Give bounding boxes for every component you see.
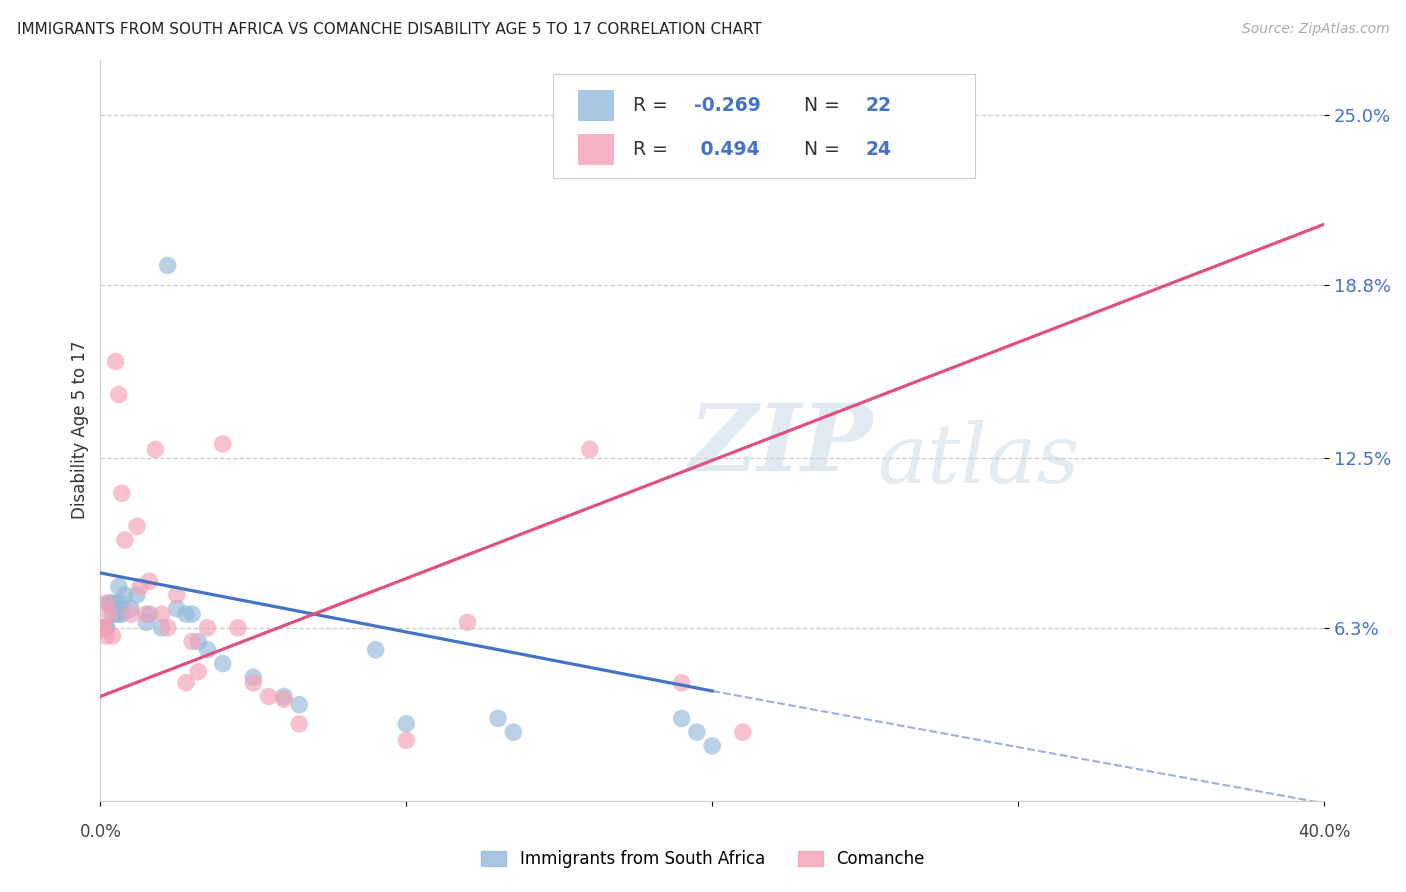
Text: atlas: atlas bbox=[877, 420, 1080, 500]
Text: R =: R = bbox=[633, 140, 673, 159]
Point bbox=[456, 615, 478, 630]
Point bbox=[145, 442, 167, 457]
Point bbox=[125, 519, 148, 533]
Point bbox=[671, 675, 693, 690]
Point bbox=[120, 601, 142, 615]
Point bbox=[273, 692, 295, 706]
Point bbox=[166, 601, 188, 615]
Text: 0.494: 0.494 bbox=[693, 140, 759, 159]
Point bbox=[288, 698, 311, 712]
Point bbox=[486, 711, 509, 725]
Bar bbox=[578, 90, 614, 121]
Point bbox=[156, 259, 179, 273]
Point bbox=[98, 596, 121, 610]
Point bbox=[273, 690, 295, 704]
Point bbox=[93, 621, 115, 635]
Point bbox=[93, 621, 115, 635]
Point bbox=[101, 596, 124, 610]
Point bbox=[364, 642, 387, 657]
Point bbox=[211, 657, 233, 671]
Point bbox=[93, 621, 115, 635]
Point bbox=[111, 486, 134, 500]
Text: N =: N = bbox=[804, 140, 846, 159]
Point bbox=[96, 621, 118, 635]
Point bbox=[257, 690, 280, 704]
Point bbox=[579, 442, 602, 457]
Point bbox=[702, 739, 724, 753]
Point bbox=[181, 607, 204, 621]
Text: R =: R = bbox=[633, 96, 673, 115]
Point bbox=[156, 621, 179, 635]
Point bbox=[120, 607, 142, 621]
Point bbox=[181, 634, 204, 648]
Text: Source: ZipAtlas.com: Source: ZipAtlas.com bbox=[1241, 22, 1389, 37]
Point bbox=[96, 621, 118, 635]
Point bbox=[107, 387, 129, 401]
Point bbox=[187, 634, 209, 648]
Point bbox=[150, 621, 173, 635]
Point bbox=[96, 629, 118, 643]
Point bbox=[395, 733, 418, 747]
Bar bbox=[578, 134, 614, 165]
Point bbox=[174, 607, 197, 621]
Point bbox=[98, 607, 121, 621]
FancyBboxPatch shape bbox=[553, 74, 976, 178]
Point bbox=[686, 725, 709, 739]
Point bbox=[174, 675, 197, 690]
Point bbox=[125, 588, 148, 602]
Point bbox=[101, 629, 124, 643]
Point bbox=[104, 607, 127, 621]
Point bbox=[129, 580, 152, 594]
Text: 0.0%: 0.0% bbox=[79, 823, 121, 841]
Point bbox=[166, 588, 188, 602]
Point bbox=[197, 642, 219, 657]
Point bbox=[731, 725, 754, 739]
Point bbox=[104, 354, 127, 368]
Point bbox=[226, 621, 249, 635]
Point bbox=[114, 588, 136, 602]
Point bbox=[197, 621, 219, 635]
Point bbox=[138, 607, 160, 621]
Point bbox=[502, 725, 524, 739]
Point bbox=[111, 607, 134, 621]
Point bbox=[135, 607, 157, 621]
Text: 40.0%: 40.0% bbox=[1298, 823, 1350, 841]
Point bbox=[395, 717, 418, 731]
Point bbox=[111, 596, 134, 610]
Point bbox=[104, 596, 127, 610]
Point bbox=[242, 670, 264, 684]
Text: ZIP: ZIP bbox=[688, 400, 872, 490]
Point bbox=[211, 437, 233, 451]
Text: IMMIGRANTS FROM SOUTH AFRICA VS COMANCHE DISABILITY AGE 5 TO 17 CORRELATION CHAR: IMMIGRANTS FROM SOUTH AFRICA VS COMANCHE… bbox=[17, 22, 762, 37]
Point bbox=[187, 665, 209, 679]
Point bbox=[98, 596, 121, 610]
Point bbox=[138, 574, 160, 589]
Point bbox=[242, 675, 264, 690]
Text: N =: N = bbox=[804, 96, 846, 115]
Point bbox=[135, 615, 157, 630]
Point bbox=[671, 711, 693, 725]
Point bbox=[150, 607, 173, 621]
Legend: Immigrants from South Africa, Comanche: Immigrants from South Africa, Comanche bbox=[474, 844, 932, 875]
Text: 22: 22 bbox=[865, 96, 891, 115]
Point bbox=[107, 607, 129, 621]
Point bbox=[114, 533, 136, 547]
Y-axis label: Disability Age 5 to 17: Disability Age 5 to 17 bbox=[72, 341, 89, 519]
Text: -0.269: -0.269 bbox=[693, 96, 761, 115]
Point bbox=[96, 596, 118, 610]
Point bbox=[288, 717, 311, 731]
Text: 24: 24 bbox=[865, 140, 891, 159]
Point bbox=[107, 580, 129, 594]
Point bbox=[101, 607, 124, 621]
